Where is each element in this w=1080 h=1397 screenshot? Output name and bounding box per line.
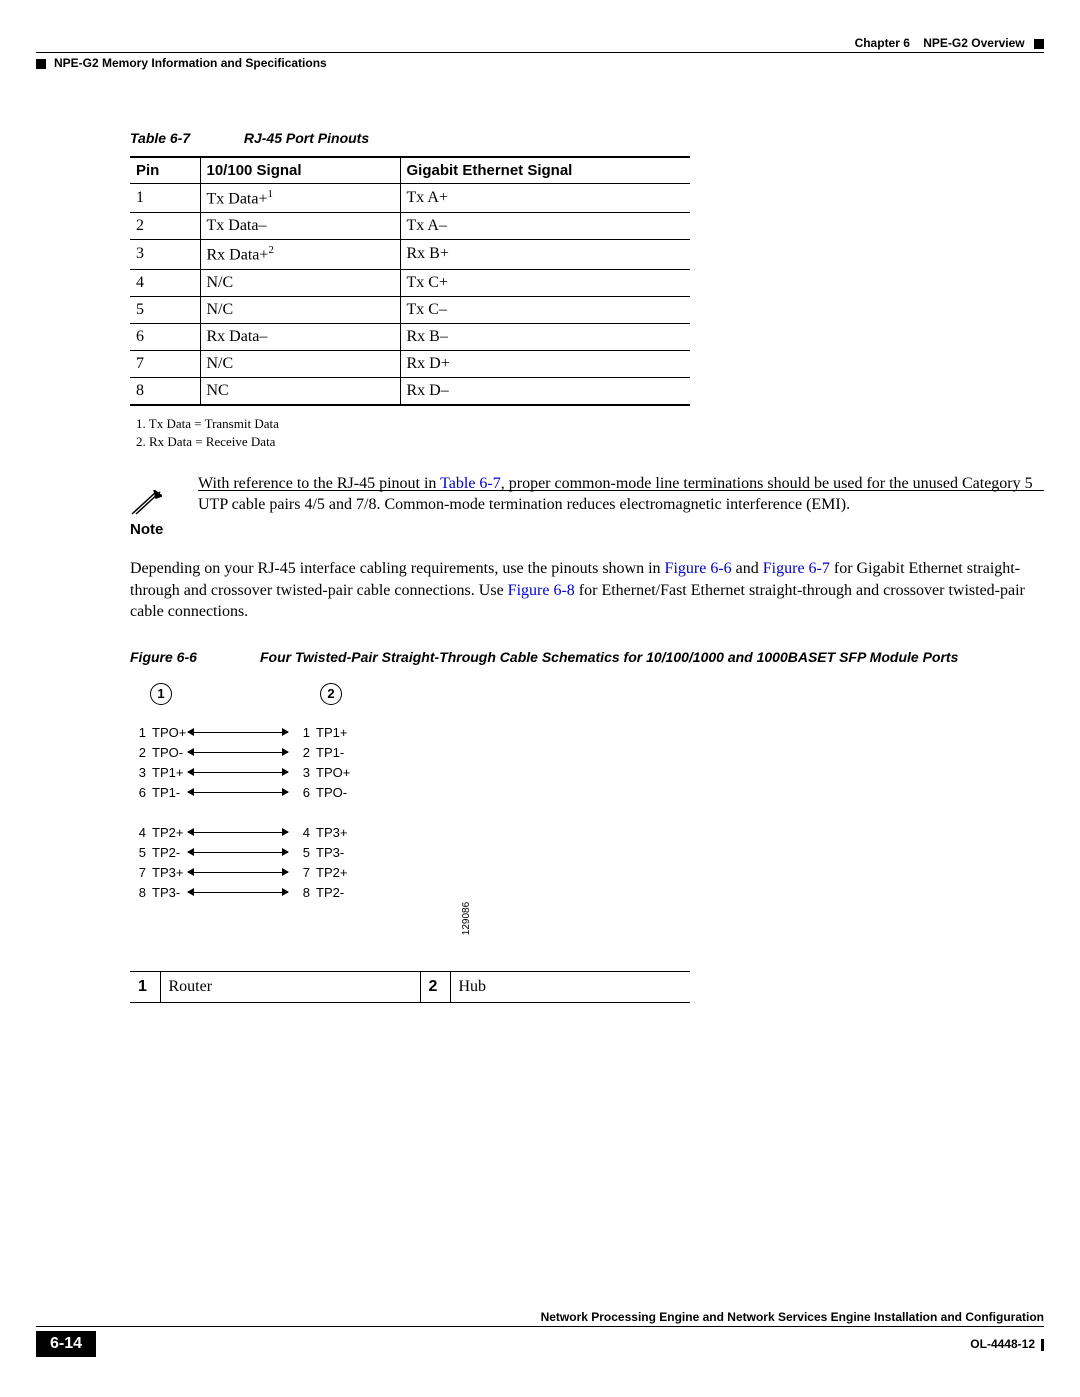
figure-id: 129086 <box>461 902 472 935</box>
figure-caption: Figure 6-6 Four Twisted-Pair Straight-Th… <box>130 649 1044 665</box>
col-gigabit: Gigabit Ethernet Signal <box>400 157 690 184</box>
table-row: 7N/CRx D+ <box>130 350 690 377</box>
table-row: 3Rx Data+2Rx B+ <box>130 240 690 269</box>
table-title: RJ-45 Port Pinouts <box>244 130 369 146</box>
note-block: Note With reference to the RJ-45 pinout … <box>130 490 1044 540</box>
table-row: 1Tx Data+1Tx A+ <box>130 184 690 213</box>
col-10-100: 10/100 Signal <box>200 157 400 184</box>
footnote-2: 2. Rx Data = Receive Data <box>136 434 1044 450</box>
schematic-diagram: 1 2 1TPO+1TP1+2TPO-2TP1-3TP1+3TPO+6TP1-6… <box>130 683 1044 963</box>
schematic-pair: 2TPO-2TP1- <box>130 743 352 763</box>
endpoint-1-icon: 1 <box>150 683 172 705</box>
footnote-1: 1. Tx Data = Transmit Data <box>136 416 1044 432</box>
legend-2-num: 2 <box>420 971 450 1002</box>
endpoint-2-icon: 2 <box>320 683 342 705</box>
chapter-heading: Chapter 6 NPE-G2 Overview <box>855 36 1044 50</box>
body-paragraph: Depending on your RJ-45 interface cablin… <box>130 558 1044 623</box>
schematic-pair: 8TP3-8TP2- <box>130 883 352 903</box>
page-number: 6-14 <box>36 1331 96 1357</box>
table-row: 2Tx Data–Tx A– <box>130 213 690 240</box>
pinout-table: Pin 10/100 Signal Gigabit Ethernet Signa… <box>130 156 690 406</box>
legend-2-label: Hub <box>450 971 690 1002</box>
legend-1-label: Router <box>160 971 420 1002</box>
note-icon: Note <box>130 490 190 540</box>
schematic-pair: 4TP2+4TP3+ <box>130 823 352 843</box>
link-figure-6-8[interactable]: Figure 6-8 <box>508 582 575 599</box>
section-title: NPE-G2 Memory Information and Specificat… <box>54 56 327 70</box>
table-row: 8NCRx D– <box>130 377 690 405</box>
schematic-pair: 1TPO+1TP1+ <box>130 723 352 743</box>
chapter-label: Chapter 6 <box>855 36 910 50</box>
table-row: 5N/CTx C– <box>130 296 690 323</box>
note-label: Note <box>130 520 190 540</box>
schematic-pair: 7TP3+7TP2+ <box>130 863 352 883</box>
col-pin: Pin <box>130 157 200 184</box>
figure-number: Figure 6-6 <box>130 649 260 665</box>
footer-doc-id: OL-4448-12 <box>970 1337 1044 1351</box>
table-caption: Table 6-7 RJ-45 Port Pinouts <box>130 130 1044 146</box>
schematic-pair: 3TP1+3TPO+ <box>130 763 352 783</box>
figure-legend: 1 Router 2 Hub <box>130 971 690 1003</box>
table-row: 4N/CTx C+ <box>130 269 690 296</box>
table-footnotes: 1. Tx Data = Transmit Data 2. Rx Data = … <box>136 416 1044 450</box>
chapter-title: NPE-G2 Overview <box>923 36 1024 50</box>
figure-title: Four Twisted-Pair Straight-Through Cable… <box>260 649 1044 665</box>
page-footer: Network Processing Engine and Network Se… <box>36 1310 1044 1357</box>
schematic-pair: 5TP2-5TP3- <box>130 843 352 863</box>
footer-doc-title: Network Processing Engine and Network Se… <box>36 1310 1044 1327</box>
note-text: With reference to the RJ-45 pinout in Ta… <box>198 473 1044 516</box>
table-number: Table 6-7 <box>130 130 240 146</box>
link-figure-6-6[interactable]: Figure 6-6 <box>665 560 732 577</box>
link-table-6-7[interactable]: Table 6-7 <box>440 475 501 492</box>
section-heading: NPE-G2 Memory Information and Specificat… <box>36 56 327 70</box>
legend-1-num: 1 <box>130 971 160 1002</box>
table-row: 6Rx Data–Rx B– <box>130 323 690 350</box>
link-figure-6-7[interactable]: Figure 6-7 <box>763 560 830 577</box>
schematic-pair: 6TP1-6TPO- <box>130 783 352 803</box>
